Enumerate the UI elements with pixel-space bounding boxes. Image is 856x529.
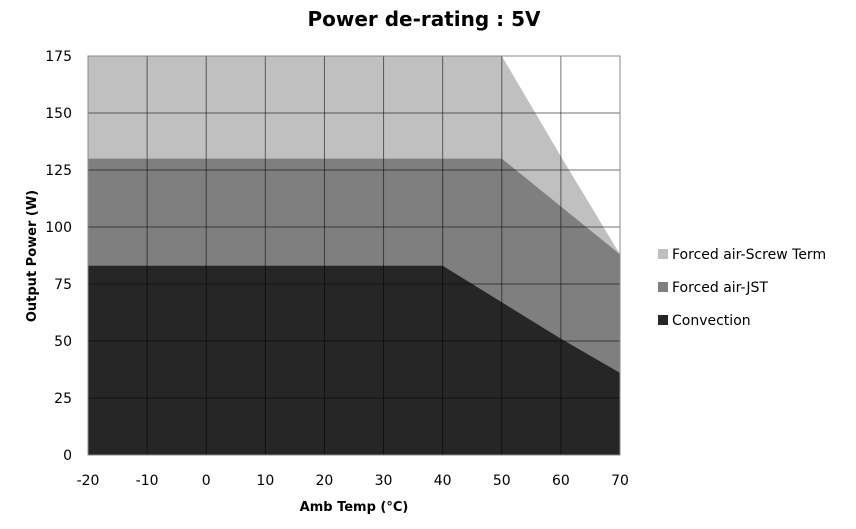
grid (87, 55, 621, 456)
x-tick-label: 50 (493, 473, 511, 489)
x-axis-ticks: -20 -10 0 10 20 30 40 50 60 70 (77, 473, 629, 489)
x-tick-label: -10 (136, 473, 159, 489)
y-axis-label: Output Power (W) (25, 190, 40, 322)
y-tick-label: 50 (54, 334, 72, 350)
y-tick-label: 25 (54, 391, 72, 407)
x-tick-label: 70 (611, 473, 629, 489)
y-tick-label: 175 (45, 49, 72, 65)
legend: Forced air-Screw Term Forced air-JST Conve… (658, 247, 826, 329)
x-axis-label: Amb Temp (°C) (300, 500, 409, 515)
x-tick-label: 30 (375, 473, 393, 489)
series-area-3 (88, 265, 620, 455)
y-tick-label: 0 (63, 448, 72, 464)
x-tick-label: 20 (316, 473, 334, 489)
chart-title: Power de-rating : 5V (307, 7, 541, 31)
legend-swatch (658, 315, 668, 325)
plot-area (88, 56, 620, 455)
y-tick-label: 100 (45, 220, 72, 236)
legend-label: Convection (672, 313, 751, 329)
x-tick-label: -20 (77, 473, 100, 489)
x-tick-label: 40 (434, 473, 452, 489)
y-axis-ticks: 0 25 50 75 100 125 150 175 (45, 49, 72, 464)
legend-swatch (658, 282, 668, 292)
x-tick-label: 60 (552, 473, 570, 489)
legend-label: Forced air-Screw Term (672, 247, 826, 263)
legend-label: Forced air-JST (672, 280, 768, 296)
y-tick-label: 125 (45, 163, 72, 179)
x-tick-label: 10 (256, 473, 274, 489)
plot-frame (87, 55, 621, 456)
x-tick-label: 0 (202, 473, 211, 489)
y-tick-label: 75 (54, 277, 72, 293)
legend-swatch (658, 249, 668, 259)
y-tick-label: 150 (45, 106, 72, 122)
